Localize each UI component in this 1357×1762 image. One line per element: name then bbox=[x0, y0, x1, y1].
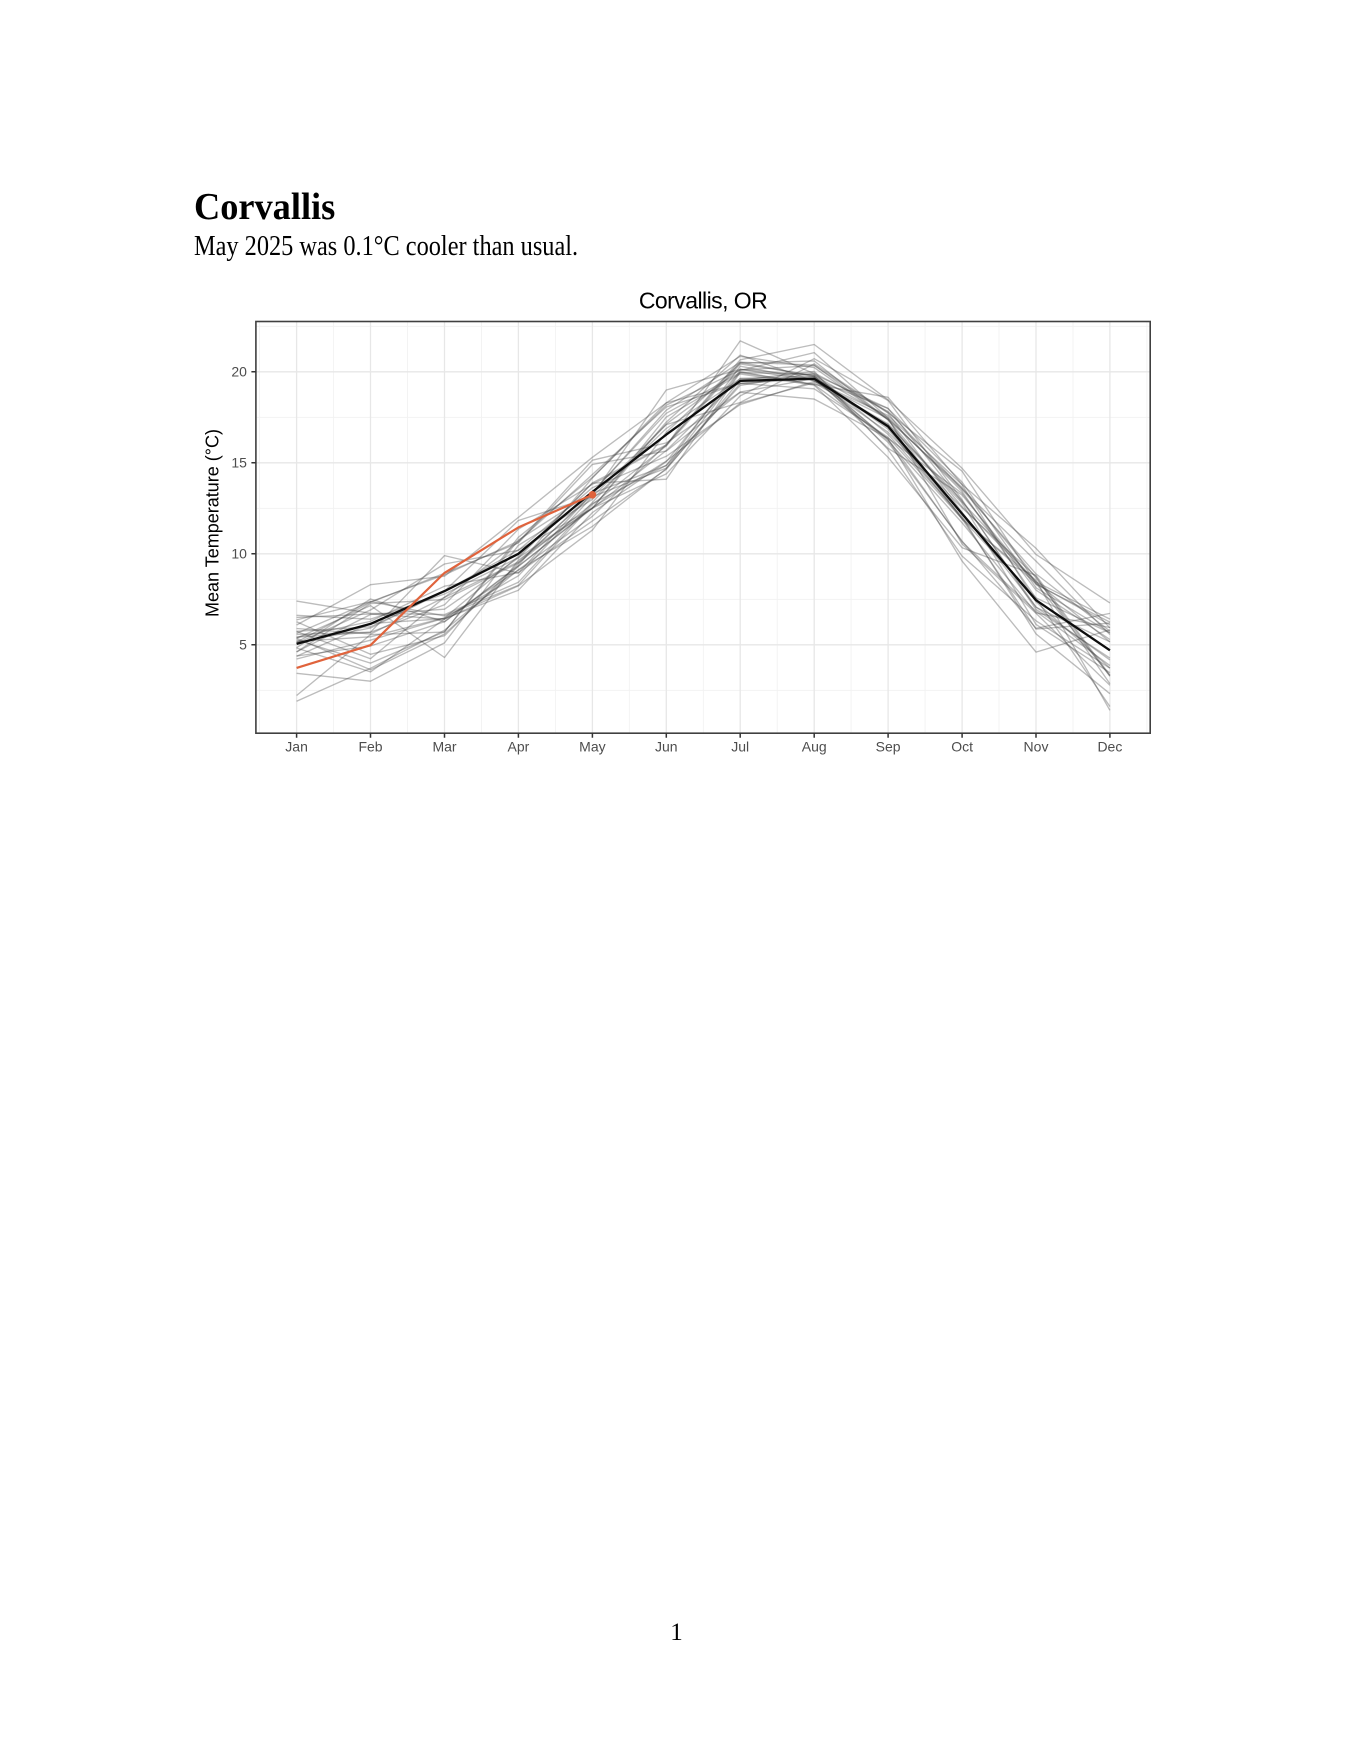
svg-text:Corvallis, OR: Corvallis, OR bbox=[639, 288, 767, 314]
svg-text:Jul: Jul bbox=[731, 739, 749, 755]
svg-text:Aug: Aug bbox=[802, 739, 827, 755]
svg-text:Oct: Oct bbox=[951, 739, 973, 755]
svg-text:Sep: Sep bbox=[876, 739, 901, 755]
svg-text:20: 20 bbox=[231, 364, 247, 380]
svg-text:May: May bbox=[579, 739, 605, 755]
svg-text:Mar: Mar bbox=[432, 739, 456, 755]
svg-text:5: 5 bbox=[239, 637, 247, 653]
svg-text:Mean Temperature (°C): Mean Temperature (°C) bbox=[203, 429, 223, 617]
svg-text:Nov: Nov bbox=[1024, 739, 1049, 755]
svg-text:Jun: Jun bbox=[655, 739, 678, 755]
svg-text:Feb: Feb bbox=[358, 739, 382, 755]
svg-text:Apr: Apr bbox=[508, 739, 530, 755]
svg-text:15: 15 bbox=[231, 455, 247, 471]
svg-text:Dec: Dec bbox=[1097, 739, 1122, 755]
svg-text:Jan: Jan bbox=[285, 739, 308, 755]
svg-text:10: 10 bbox=[231, 546, 247, 562]
